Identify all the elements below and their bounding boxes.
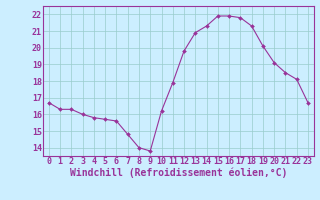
X-axis label: Windchill (Refroidissement éolien,°C): Windchill (Refroidissement éolien,°C) [70,168,287,178]
